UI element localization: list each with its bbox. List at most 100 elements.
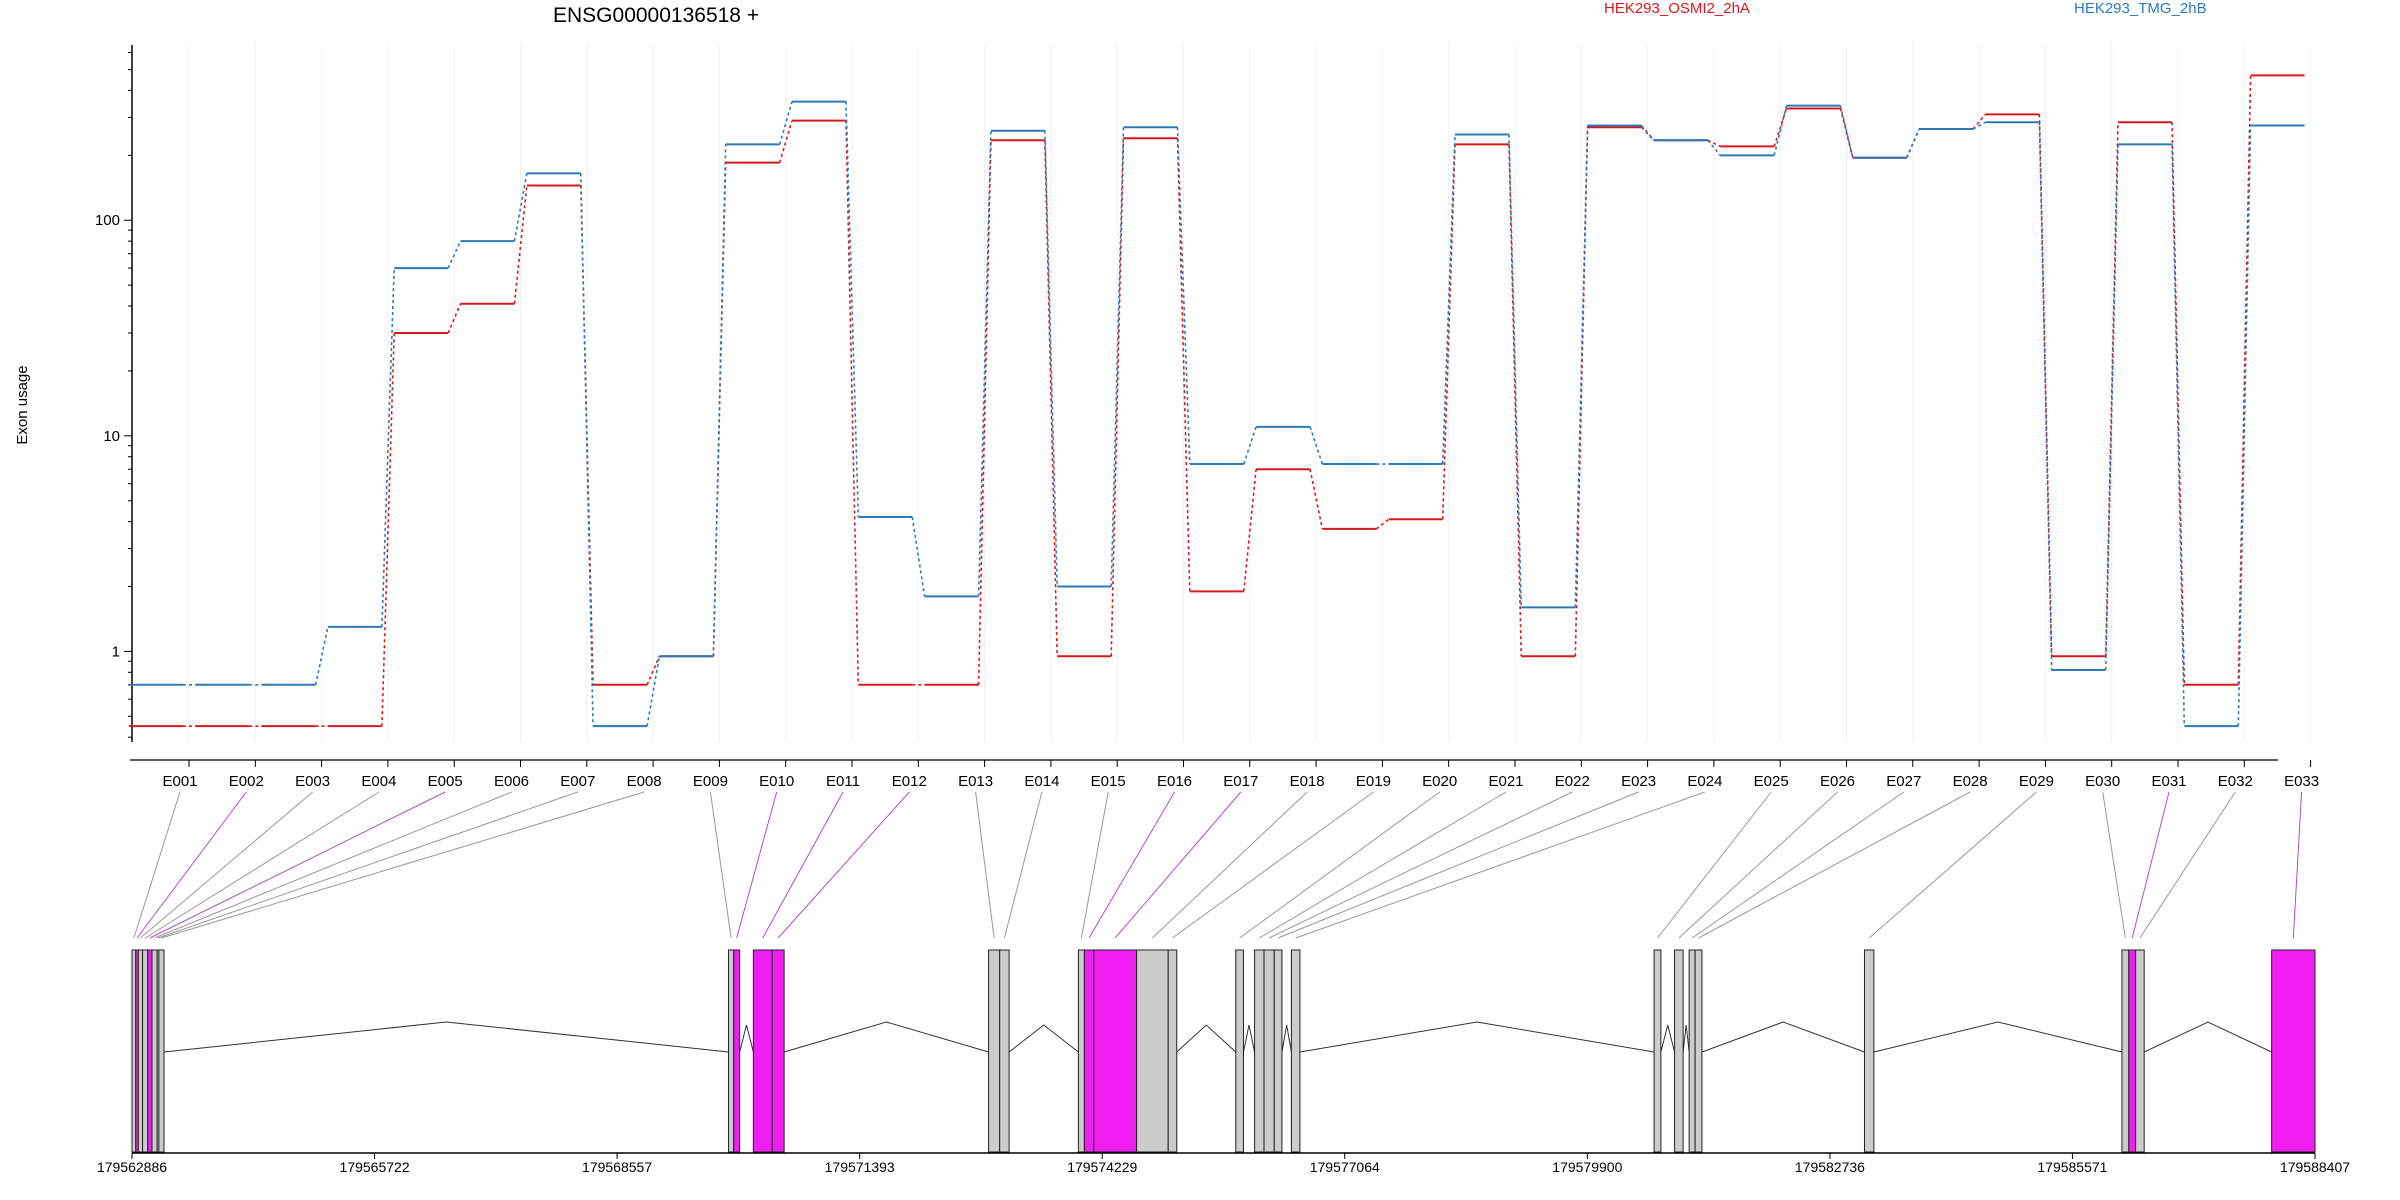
x-tick-label: E021 <box>1488 773 1523 790</box>
connector-segment <box>1243 426 1257 465</box>
genomic-tick-label: 179582736 <box>1795 1159 1865 1175</box>
exon-box <box>1863 949 1875 1153</box>
connector-segment <box>2171 144 2186 727</box>
intron-line <box>1682 1024 1690 1053</box>
y-tick-label: 10 <box>103 428 120 445</box>
connector-segment <box>580 173 594 727</box>
exon-connector <box>1691 791 1905 939</box>
exon-box <box>2121 949 2130 1153</box>
x-tick-label: E008 <box>627 773 662 790</box>
exon-connector <box>161 791 645 939</box>
x-tick-label: E029 <box>2019 773 2054 790</box>
exon-connector <box>1657 791 1772 939</box>
exon-connector <box>2131 791 2170 939</box>
connector-segment <box>1044 140 1058 657</box>
connector-segment <box>1309 426 1324 465</box>
x-tick-label: E031 <box>2151 773 2186 790</box>
exon-connector <box>144 791 380 939</box>
connector-segment <box>2171 122 2186 685</box>
exon-box <box>1653 949 1662 1153</box>
exon-connector <box>777 791 910 939</box>
exon-connector <box>154 791 512 939</box>
exon-box <box>1093 949 1138 1153</box>
gene-model <box>131 949 2316 1153</box>
exon-connector <box>1259 791 1507 939</box>
x-tick-label: E012 <box>892 773 927 790</box>
x-tick-label: E001 <box>162 773 197 790</box>
connector-segment <box>1839 105 1854 158</box>
genomic-coordinate-axis: 179562886 179565722 179568557 179571393 1795… <box>97 1152 2350 1175</box>
exon-box <box>1136 949 1169 1153</box>
genomic-tick-label: 179588407 <box>2280 1159 2350 1175</box>
connector-segment <box>1441 144 1456 520</box>
x-tick-label: E011 <box>826 773 860 790</box>
exon-box <box>1674 949 1684 1153</box>
exon-connector <box>136 791 247 939</box>
x-tick-label: E017 <box>1223 773 1258 790</box>
genomic-tick-label: 179568557 <box>582 1159 652 1175</box>
connector-segment <box>2038 114 2053 657</box>
exon-box <box>771 949 785 1153</box>
exon-box <box>151 949 158 1153</box>
exon-box <box>2128 949 2137 1153</box>
exon-connector <box>1268 791 1573 939</box>
exon-connector <box>133 791 181 939</box>
y-axis: 1 10 100 <box>95 45 133 742</box>
series-2 <box>129 100 2305 728</box>
legend-series-a: HEK293_OSMI2_2hA <box>1604 0 1750 17</box>
exon-box <box>137 949 144 1153</box>
x-tick-label: E024 <box>1687 773 1722 790</box>
connector-segment <box>1574 125 1589 608</box>
x-tick-label: E004 <box>361 773 396 790</box>
connector-segment <box>314 626 329 685</box>
exon-connector <box>1277 791 1639 939</box>
exon-connector <box>1678 791 1838 939</box>
x-tick-label: E019 <box>1356 773 1391 790</box>
connector-segment <box>977 140 992 685</box>
genomic-tick-label: 179574229 <box>1067 1159 1137 1175</box>
connector-segment <box>2038 122 2053 671</box>
connector-segment <box>1176 127 1191 465</box>
exon-connector <box>2292 791 2303 939</box>
x-tick-label: E005 <box>428 773 463 790</box>
exon-connector <box>1698 791 1971 939</box>
x-tick-label: E026 <box>1820 773 1855 790</box>
exon-box <box>1167 949 1178 1153</box>
connector-segment <box>778 120 793 163</box>
x-tick-label: E030 <box>2085 773 2120 790</box>
exon-connector <box>2139 791 2236 939</box>
genomic-tick-label: 179562886 <box>97 1159 167 1175</box>
exon-box <box>752 949 773 1153</box>
intron-line <box>163 1021 729 1053</box>
connector-segment <box>1110 138 1125 657</box>
exon-box <box>1290 949 1301 1153</box>
connector-segment <box>1110 127 1125 587</box>
x-tick-label: E022 <box>1555 773 1590 790</box>
exon-box <box>1235 949 1244 1153</box>
connector-segment <box>1641 126 1655 141</box>
exon-box <box>728 949 735 1153</box>
intron-line <box>1281 1024 1292 1053</box>
connector-segment <box>1906 128 1920 159</box>
exon-connector <box>149 791 446 939</box>
intron-line <box>2143 1021 2272 1053</box>
exon-box <box>142 949 149 1153</box>
exon-connector <box>1003 791 1043 939</box>
x-axis: E001 E002 E003 E004 E005 E006 E007 E008 E009 E010… <box>130 759 2319 790</box>
x-tick-label: E007 <box>560 773 595 790</box>
exon-box <box>1273 949 1283 1153</box>
x-tick-label: E025 <box>1754 773 1789 790</box>
x-tick-label: E027 <box>1886 773 1921 790</box>
connector-segment <box>2104 144 2119 671</box>
genomic-tick-label: 179579900 <box>1552 1159 1622 1175</box>
exon-connector <box>1239 791 1440 939</box>
y-axis-label: Exon usage <box>14 365 31 444</box>
x-tick-label: E033 <box>2284 773 2319 790</box>
exon-connector <box>975 791 995 939</box>
connector-segment <box>646 655 661 686</box>
exon-box <box>1077 949 1085 1153</box>
genomic-tick-label: 179565722 <box>340 1159 410 1175</box>
exon-box <box>131 949 137 1153</box>
x-tick-label: E006 <box>494 773 529 790</box>
